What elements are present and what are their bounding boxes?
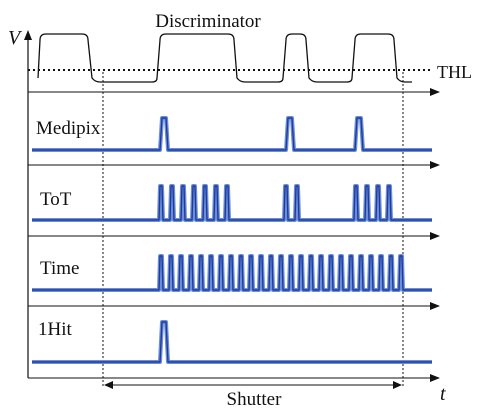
tot-waveform-inner [32, 185, 432, 221]
signal-tot [32, 184, 432, 222]
panel-label-time: Time [40, 258, 79, 279]
panel-separator-arrowheads [430, 88, 440, 382]
panel-label-tot: ToT [40, 189, 72, 210]
x-axis-label: t [440, 383, 446, 405]
diagram-title: Discriminator [155, 11, 261, 32]
medipix-waveform-inner [32, 117, 432, 151]
threshold-label: THL [437, 62, 472, 82]
signal-time [32, 254, 432, 292]
1hit-waveform-inner [32, 321, 432, 363]
time-waveform-inner [32, 255, 432, 291]
panel-label-medipix: Medipix [36, 118, 101, 139]
shutter-label: Shutter [227, 389, 283, 410]
panel-separators [28, 91, 432, 379]
shutter-arrow-right-head [393, 381, 402, 389]
panel-label-1hit: 1Hit [38, 319, 73, 340]
discriminator-waveform [37, 33, 412, 83]
signal-1hit [32, 320, 432, 364]
shutter-arrow-left-head [104, 381, 113, 389]
1hit-waveform-outer [32, 320, 432, 364]
signal-medipix [32, 116, 432, 152]
tot-waveform-outer [32, 184, 432, 222]
y-axis-arrow [24, 30, 32, 40]
y-axis-label: V [8, 27, 23, 49]
